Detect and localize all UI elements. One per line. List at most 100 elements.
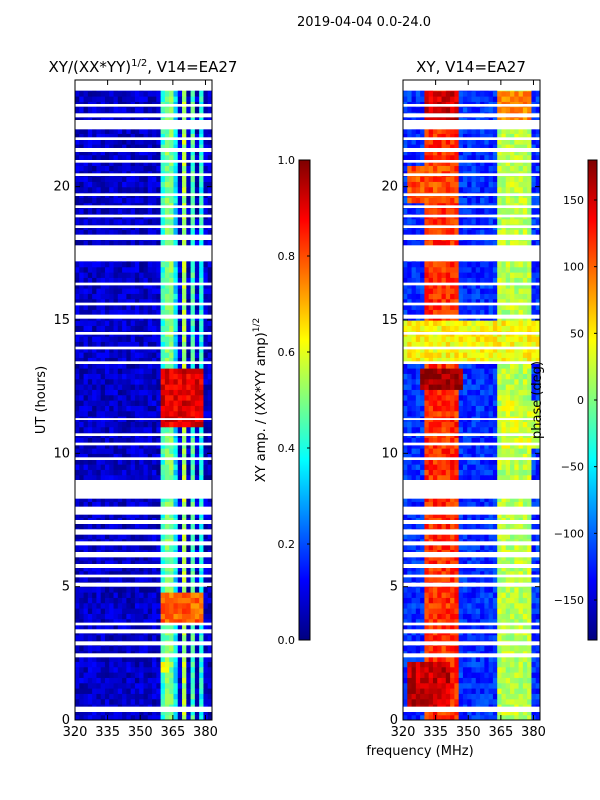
heatmap-cell [194, 522, 200, 529]
heatmap-cell [411, 592, 417, 598]
heatmap-cell [531, 560, 537, 566]
heatmap-cell [143, 693, 149, 700]
heatmap-cell [139, 336, 145, 342]
heatmap-cell [104, 378, 110, 385]
heatmap-cell [182, 656, 187, 662]
heatmap-cell [83, 266, 89, 273]
heatmap-cell [177, 656, 183, 662]
heatmap-cell [109, 613, 115, 620]
heatmap-cell [117, 384, 123, 390]
heatmap-cell [160, 634, 166, 641]
heatmap-cell [186, 453, 192, 460]
heatmap-cell [169, 298, 175, 305]
heatmap-cell [87, 666, 93, 673]
heatmap-cell [488, 586, 494, 593]
heatmap-cell [109, 165, 115, 172]
heatmap-cell [177, 266, 183, 273]
heatmap-cell [177, 688, 183, 694]
heatmap-cell [177, 96, 183, 102]
heatmap-cell [126, 229, 132, 236]
heatmap-cell [182, 96, 187, 102]
heatmap-cell [182, 362, 187, 369]
heatmap-cell [143, 442, 149, 449]
heatmap-cell [130, 544, 136, 550]
heatmap-cell [92, 677, 98, 684]
heatmap-cell [164, 394, 170, 401]
heatmap-cell [207, 501, 212, 508]
heatmap-cell [173, 576, 179, 582]
heatmap-cell [186, 618, 192, 625]
heatmap-cell [126, 272, 132, 278]
heatmap-cell [113, 149, 119, 156]
heatmap-cell [177, 565, 183, 572]
heatmap-cell [164, 320, 170, 326]
heatmap-cell [113, 618, 119, 625]
heatmap-cell [420, 560, 426, 566]
heatmap-cell [126, 666, 132, 673]
heatmap-cell [147, 448, 153, 454]
heatmap-cell [199, 346, 205, 353]
heatmap-cell [437, 565, 443, 572]
heatmap-cell [126, 293, 132, 300]
heatmap-cell [505, 656, 511, 662]
heatmap-cell [143, 181, 149, 188]
heatmap-cell [143, 458, 149, 465]
heatmap-cell [147, 261, 153, 268]
heatmap-cell [432, 554, 438, 561]
heatmap-cell [420, 645, 426, 652]
heatmap-cell [160, 229, 166, 236]
heatmap-cell [531, 565, 537, 572]
heatmap-cell [156, 144, 162, 150]
heatmap-cell [147, 453, 153, 460]
heatmap-cell [527, 714, 533, 720]
heatmap-cell [75, 282, 80, 289]
heatmap-cell [147, 96, 153, 102]
heatmap-cell [497, 570, 503, 577]
heatmap-cell [75, 165, 80, 172]
heatmap-cell [518, 624, 524, 630]
heatmap-cell [173, 656, 179, 662]
heatmap-cell [531, 666, 537, 673]
heatmap-cell [83, 138, 89, 145]
heatmap-cell [139, 672, 145, 678]
heatmap-cell [207, 576, 212, 582]
heatmap-cell [156, 533, 162, 540]
heatmap-cell [152, 138, 157, 145]
heatmap-cell [199, 410, 205, 417]
heatmap-cell [169, 133, 175, 140]
heatmap-cell [441, 661, 447, 668]
heatmap-cell [143, 624, 149, 630]
heatmap-cell [177, 298, 183, 305]
heatmap-cell [113, 293, 119, 300]
heatmap-cell [130, 394, 136, 401]
heatmap-cell [505, 586, 511, 593]
heatmap-cell [104, 448, 110, 454]
heatmap-cell [113, 229, 119, 236]
heatmap-cell [75, 106, 80, 113]
heatmap-cell [96, 554, 102, 561]
heatmap-cell [164, 309, 170, 316]
heatmap-cell [203, 154, 209, 161]
heatmap-cell [458, 677, 464, 684]
heatmap-cell [122, 693, 127, 700]
heatmap-cell [139, 677, 145, 684]
heatmap-cell [104, 672, 110, 678]
heatmap-cell [147, 677, 153, 684]
heatmap-cell [122, 133, 127, 140]
heatmap-cell [445, 592, 451, 598]
heatmap-cell [143, 533, 149, 540]
heatmap-cell [75, 469, 80, 476]
heatmap-cell [169, 421, 175, 428]
heatmap-cell [130, 592, 136, 598]
heatmap-cell [501, 608, 507, 614]
heatmap-cell [467, 592, 473, 598]
heatmap-cell [164, 272, 170, 278]
heatmap-cell [79, 128, 85, 134]
heatmap-cell [75, 570, 80, 577]
heatmap-cell [100, 378, 106, 385]
heatmap-cell [143, 309, 149, 316]
heatmap-cell [156, 282, 162, 289]
heatmap-cell [92, 693, 98, 700]
heatmap-cell [109, 570, 115, 577]
heatmap-cell [207, 261, 212, 268]
